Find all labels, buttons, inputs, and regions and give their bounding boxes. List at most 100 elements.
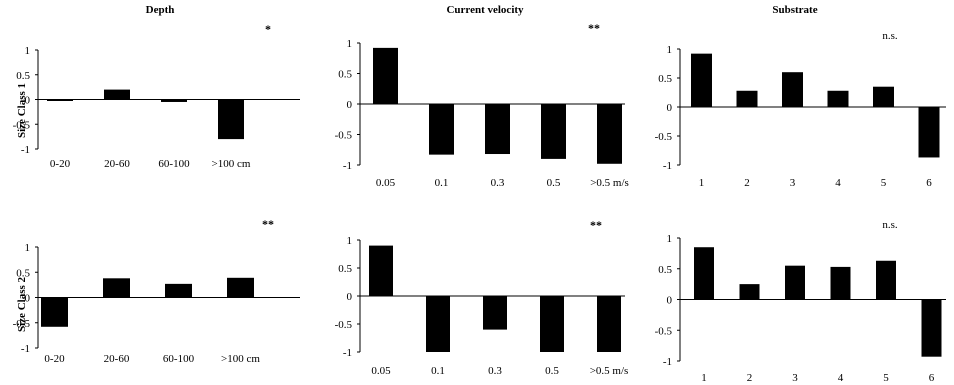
p4-ytick-label: 1 [25,242,31,254]
p5-bar [540,296,564,352]
p3-bar [918,107,940,158]
p4-ytick-label: 0 [25,293,31,305]
p1-xtick-label: >100 cm [212,158,251,170]
p6-ytick-label: 0.5 [658,264,672,276]
p4-ytick-label: -0.5 [13,318,31,330]
p5-bar [369,245,393,296]
p5-xtick-label: 0.05 [371,365,391,377]
p3-xtick-label: 4 [835,177,841,189]
p1-ytick-label: -0.5 [13,119,31,131]
p5-bar [483,296,507,330]
p2-ytick-label: 0 [347,99,353,111]
p4-xtick-label: 20-60 [104,353,130,365]
p5-xtick-label: 0.3 [488,365,502,377]
p2-bar [541,104,566,159]
p3-bar [873,86,894,107]
p6-bar [876,260,896,300]
p6-bar [694,247,714,300]
p4-xtick-label: >100 cm [221,353,260,365]
p3-xtick-label: 3 [790,177,796,189]
p2-ytick-label: -0.5 [335,130,353,142]
p6-significance-label: n.s. [882,219,898,231]
p3-xtick-label: 5 [881,177,887,189]
p2-xtick-label: 0.5 [547,177,561,189]
p4-xtick-label: 0-20 [44,353,65,365]
p1-ytick-label: 0 [25,95,31,107]
p1-xtick-label: 0-20 [50,158,71,170]
p6-xtick-label: 6 [929,372,935,384]
p6-bar [785,265,805,300]
p6-bar [921,299,942,357]
p1-ytick-label: 0.5 [16,70,30,82]
p2-xtick-label: >0.5 m/s [590,177,629,189]
p3-ytick-label: 0.5 [658,73,672,85]
p5-ytick-label: 0 [347,291,353,303]
substrate-title: Substrate [772,4,818,16]
p6-xtick-label: 5 [883,372,889,384]
p6-ytick-label: 1 [667,233,673,245]
p3-ytick-label: 0 [667,102,673,114]
p6-ytick-label: -0.5 [655,325,673,337]
p3-significance-label: n.s. [882,30,898,42]
p1-xtick-label: 20-60 [104,158,130,170]
p4-xtick-label: 60-100 [163,353,195,365]
p5-bar [426,296,450,352]
p6-ytick-label: -1 [663,356,672,368]
p1-ytick-label: -1 [21,144,30,156]
p5-ytick-label: -0.5 [335,319,353,331]
depth-title: Depth [145,4,175,16]
p1-ytick-label: 1 [25,45,31,57]
p2-bar [429,104,454,155]
p3-bar [691,53,712,107]
p3-ytick-label: -1 [663,160,672,172]
p2-ytick-label: 1 [347,38,353,50]
p3-xtick-label: 2 [744,177,750,189]
p4-ytick-label: -1 [21,343,30,355]
p3-bar [736,90,758,107]
p5-ytick-label: -1 [343,347,352,359]
p2-ytick-label: -1 [343,160,352,172]
p4-ytick-label: 0.5 [16,267,30,279]
p2-bar [485,104,510,155]
p4-significance-label: ** [262,217,274,231]
p6-ytick-label: 0 [667,295,673,307]
p6-bar [830,266,851,300]
p2-xtick-label: 0.3 [491,177,505,189]
p1-bar [161,99,187,102]
p3-xtick-label: 1 [699,177,705,189]
p5-ytick-label: 1 [347,235,353,247]
p5-xtick-label: 0.5 [545,365,559,377]
p2-xtick-label: 0.05 [376,177,396,189]
p1-bar [218,99,244,140]
p2-bar [373,47,398,104]
p2-significance-label: ** [588,21,600,35]
p6-xtick-label: 1 [701,372,707,384]
p5-xtick-label: >0.5 m/s [590,365,629,377]
p1-bar [47,99,73,101]
p5-ytick-label: 0.5 [338,263,352,275]
p2-xtick-label: 0.1 [435,177,449,189]
p1-significance-label: * [265,22,271,36]
p6-bar [739,284,760,300]
p3-bar [782,72,803,107]
p5-xtick-label: 0.1 [431,365,445,377]
p4-bar [165,283,192,298]
p6-xtick-label: 4 [838,372,844,384]
p3-ytick-label: 1 [667,44,673,56]
p4-bar [103,278,130,298]
p3-ytick-label: -0.5 [655,131,673,143]
p6-xtick-label: 3 [792,372,798,384]
p1-xtick-label: 60-100 [158,158,190,170]
velocity-title: Current velocity [446,4,524,16]
p5-bar [597,296,621,352]
p6-xtick-label: 2 [747,372,753,384]
p1-bar [104,89,130,100]
p5-significance-label: ** [590,218,602,232]
p2-bar [597,104,622,164]
p4-bar [227,277,254,298]
p4-bar [41,297,68,327]
p3-bar [827,90,849,107]
p2-ytick-label: 0.5 [338,69,352,81]
p3-xtick-label: 6 [926,177,932,189]
